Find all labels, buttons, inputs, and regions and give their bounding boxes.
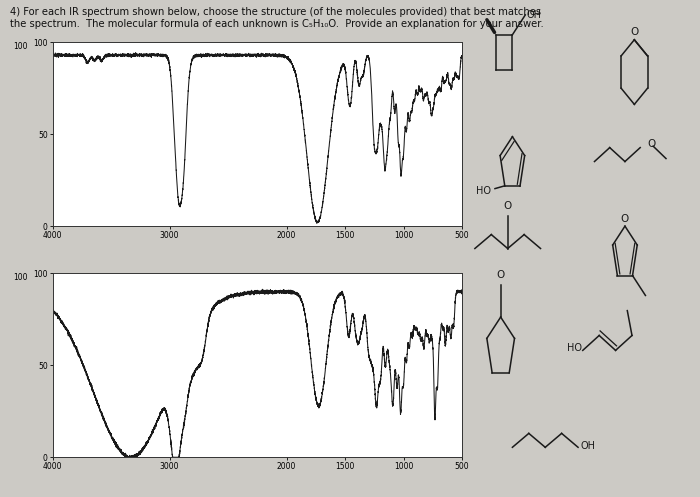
Text: O: O <box>630 27 638 37</box>
Text: 100: 100 <box>13 42 28 51</box>
Text: OH: OH <box>581 441 596 451</box>
Text: HO: HO <box>476 186 491 196</box>
Text: OH: OH <box>526 10 542 20</box>
Text: 100: 100 <box>13 273 28 282</box>
Text: O: O <box>496 270 505 280</box>
Text: HO: HO <box>566 343 582 353</box>
Text: O: O <box>503 201 512 211</box>
Text: O: O <box>621 214 629 224</box>
Text: O: O <box>648 139 655 149</box>
Text: 4) For each IR spectrum shown below, choose the structure (of the molecules prov: 4) For each IR spectrum shown below, cho… <box>10 7 545 29</box>
